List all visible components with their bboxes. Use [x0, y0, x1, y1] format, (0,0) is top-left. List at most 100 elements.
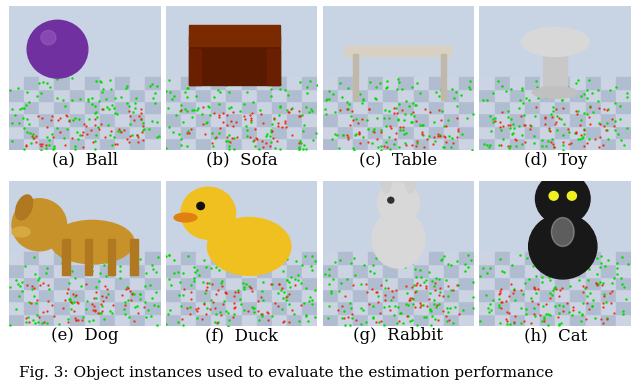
Point [52, 76, 63, 82]
Point [68, 308, 79, 315]
Point [304, 109, 314, 116]
Bar [24, 289, 39, 301]
Point [409, 113, 419, 119]
Point [243, 127, 253, 133]
Bar [166, 265, 181, 277]
Point [556, 116, 566, 122]
Bar [166, 254, 317, 326]
Bar [459, 114, 474, 126]
Point [385, 307, 395, 314]
Point [30, 271, 40, 277]
Point [335, 257, 346, 263]
Bar [616, 114, 631, 126]
Point [243, 283, 253, 289]
Point [390, 105, 401, 111]
Point [133, 139, 143, 145]
Point [211, 134, 221, 140]
Point [393, 304, 403, 310]
Bar [85, 252, 100, 265]
Point [376, 127, 387, 133]
Bar [115, 252, 131, 265]
Point [594, 120, 604, 126]
Bar [227, 114, 242, 126]
Bar [272, 301, 287, 314]
Point [102, 286, 113, 293]
Point [411, 288, 421, 294]
Bar [227, 126, 242, 138]
Bar [166, 252, 181, 265]
Bar [196, 138, 211, 151]
Point [292, 272, 303, 278]
Point [262, 309, 272, 315]
Point [269, 116, 279, 122]
Point [493, 291, 504, 297]
Point [100, 273, 111, 279]
Bar [189, 24, 280, 46]
Point [267, 281, 277, 287]
Point [598, 320, 608, 326]
Bar [257, 114, 272, 126]
Point [277, 295, 287, 301]
Point [310, 287, 320, 293]
Bar [287, 114, 302, 126]
Bar [54, 289, 70, 301]
Point [92, 114, 102, 120]
Point [339, 315, 349, 321]
Bar [242, 277, 257, 289]
Point [96, 301, 106, 307]
Point [561, 251, 572, 257]
Bar [338, 138, 353, 151]
Bar [115, 101, 131, 114]
Point [249, 305, 259, 311]
Point [607, 280, 618, 286]
Point [388, 105, 399, 111]
Point [577, 135, 587, 141]
Bar [368, 265, 383, 277]
Point [310, 130, 321, 136]
Point [433, 317, 444, 323]
Bar [353, 77, 368, 89]
Bar [302, 252, 317, 265]
Point [271, 79, 281, 85]
Bar [242, 265, 257, 277]
Point [94, 278, 104, 284]
Point [554, 322, 564, 328]
Point [209, 94, 219, 100]
Point [276, 285, 287, 291]
Bar [338, 289, 353, 301]
Point [191, 315, 202, 321]
Bar [509, 138, 525, 151]
Point [533, 95, 543, 101]
Bar [441, 54, 446, 100]
Bar [556, 265, 570, 277]
Point [278, 319, 288, 325]
Point [44, 286, 54, 292]
Point [223, 317, 234, 323]
Point [63, 286, 74, 292]
Point [175, 108, 185, 114]
Bar [115, 138, 131, 151]
Point [225, 139, 235, 145]
Bar [242, 114, 257, 126]
Point [596, 260, 606, 266]
Bar [302, 101, 317, 114]
Point [211, 311, 221, 317]
Bar [459, 138, 474, 151]
Point [428, 140, 438, 147]
Point [592, 271, 602, 277]
Point [335, 80, 345, 87]
Bar [62, 239, 70, 275]
Point [605, 87, 615, 93]
Point [380, 285, 390, 291]
Point [84, 317, 94, 324]
Point [519, 318, 529, 324]
Point [580, 285, 590, 291]
Point [225, 104, 236, 110]
Point [301, 104, 311, 111]
Point [198, 121, 209, 128]
Point [452, 126, 463, 132]
Point [376, 319, 386, 325]
Bar [100, 289, 115, 301]
Point [90, 109, 100, 116]
Bar [85, 277, 100, 289]
